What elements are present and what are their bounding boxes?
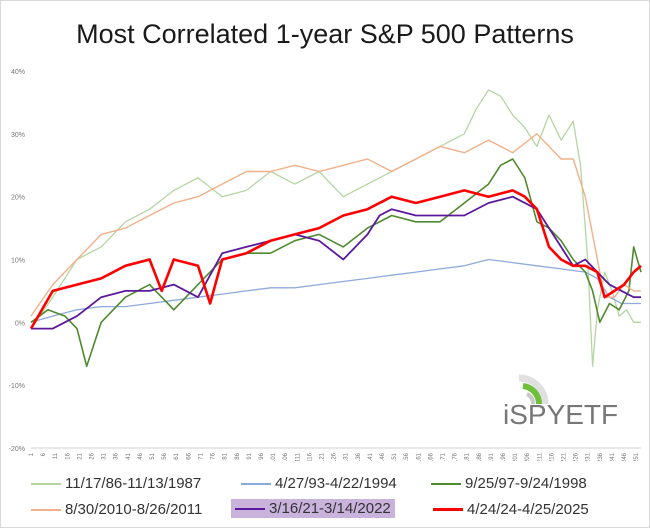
legend-label: 3/16/21-3/14/2022 — [269, 500, 391, 517]
legend-label: 9/25/97-9/24/1998 — [465, 475, 587, 492]
legend-item: 4/27/93-4/22/1994 — [241, 475, 397, 492]
legend-item: 11/17/86-11/13/1987 — [31, 475, 201, 492]
x-tick-label: 121 — [319, 452, 325, 461]
x-tick-label: 161 — [416, 452, 422, 461]
series-line-5 — [31, 195, 641, 330]
y-tick-label: 0% — [15, 320, 25, 327]
x-tick-label: 126 — [332, 452, 338, 461]
x-tick-label: 66 — [186, 452, 192, 459]
legend-swatch-icon — [235, 507, 265, 510]
x-tick-label: 156 — [404, 452, 410, 461]
x-tick-label: 181 — [465, 452, 471, 461]
x-tick-label: 191 — [489, 452, 495, 461]
y-tick-label: -10% — [9, 383, 25, 390]
x-tick-label: 41 — [126, 452, 132, 459]
x-tick-label: 36 — [114, 452, 120, 459]
x-tick-label: 16 — [65, 452, 71, 459]
x-tick-label: 46 — [138, 452, 144, 459]
x-tick-label: 76 — [211, 452, 217, 459]
x-tick-label: 176 — [453, 452, 459, 461]
x-tick-label: 1 — [29, 452, 35, 456]
series-line-3 — [30, 158, 642, 368]
x-tick-label: 71 — [198, 452, 204, 459]
series-line-4 — [30, 133, 641, 317]
x-tick-label: 196 — [501, 452, 507, 461]
series-line-2 — [30, 258, 641, 323]
x-tick-label: 26 — [90, 452, 96, 459]
x-tick-label: 206 — [525, 452, 531, 461]
legend-swatch-icon — [31, 508, 61, 511]
x-tick-label: 31 — [102, 452, 108, 459]
x-tick-label: 131 — [344, 452, 350, 461]
x-tick-label: 241 — [610, 452, 616, 461]
x-tick-label: 171 — [441, 452, 447, 461]
x-tick-label: 136 — [356, 452, 362, 461]
x-tick-label: 211 — [537, 452, 543, 461]
x-tick-label: 246 — [622, 452, 628, 461]
x-tick-label: 106 — [283, 452, 289, 461]
legend-swatch-icon — [31, 482, 61, 485]
series-line-1 — [30, 89, 641, 367]
x-tick-label: 116 — [307, 452, 313, 461]
x-tick-label: 6 — [41, 452, 47, 456]
x-tick-label: 96 — [259, 452, 265, 459]
legend-label: 4/24/24-4/25/2025 — [467, 501, 589, 518]
y-tick-label: 30% — [11, 132, 25, 139]
x-tick-label: 86 — [235, 452, 241, 459]
x-tick-label: 146 — [380, 452, 386, 461]
chart-title: Most Correlated 1-year S&P 500 Patterns — [76, 19, 574, 49]
x-tick-label: 21 — [77, 452, 83, 459]
x-tick-label: 111 — [295, 452, 301, 461]
legend-label: 11/17/86-11/13/1987 — [65, 475, 202, 492]
x-tick-label: 236 — [598, 452, 604, 461]
legend-label: 4/27/93-4/22/1994 — [275, 475, 397, 492]
series-line-6 — [29, 189, 642, 330]
x-tick-label: 141 — [368, 452, 374, 461]
x-tick-label: 251 — [634, 452, 640, 461]
legend-item: 9/25/97-9/24/1998 — [431, 475, 587, 492]
x-tick-label: 216 — [549, 452, 555, 461]
x-tick-label: 101 — [271, 452, 277, 461]
chart-plot: -20%-10%0%10%20%30%40%1 6 11 16 21 26 31 36 41 46… — [9, 69, 642, 461]
legend-item: 8/30/2010-8/26/2011 — [31, 501, 202, 518]
x-tick-label: 61 — [174, 452, 180, 459]
ispyetf-logo: iSPYETF — [501, 366, 621, 436]
logo-text: iSPYETF — [503, 399, 618, 430]
legend-label: 8/30/2010-8/26/2011 — [65, 501, 203, 518]
legend-swatch-icon — [433, 508, 463, 511]
x-tick-label: 221 — [562, 452, 568, 461]
x-tick-label: 226 — [574, 452, 580, 461]
legend-swatch-icon — [241, 482, 271, 485]
legend-item: 4/24/24-4/25/2025 — [433, 501, 589, 518]
y-tick-label: 40% — [11, 69, 25, 76]
x-tick-label: 51 — [150, 452, 156, 459]
x-tick-label: 201 — [513, 452, 519, 461]
y-tick-label: 20% — [11, 195, 25, 202]
y-tick-label: -20% — [9, 446, 25, 453]
x-tick-label: 231 — [586, 452, 592, 461]
x-tick-label: 11 — [53, 452, 59, 459]
x-tick-label: 91 — [247, 452, 253, 459]
x-tick-label: 56 — [162, 452, 168, 459]
x-tick-label: 151 — [392, 452, 398, 461]
legend-item-highlighted: 3/16/21-3/14/2022 — [231, 499, 395, 518]
x-tick-label: 81 — [223, 452, 229, 459]
x-tick-label: 186 — [477, 452, 483, 461]
legend-swatch-icon — [431, 482, 461, 485]
x-tick-label: 166 — [428, 452, 434, 461]
y-tick-label: 10% — [11, 258, 25, 265]
